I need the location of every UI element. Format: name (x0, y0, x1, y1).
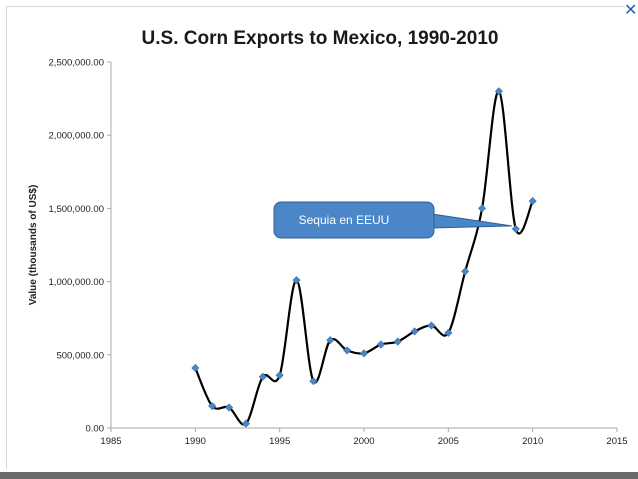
data-point (511, 224, 520, 233)
data-point (241, 419, 250, 428)
data-point (410, 327, 419, 336)
data-point (343, 346, 352, 355)
callout-box (273, 201, 435, 239)
data-point (275, 371, 284, 380)
data-point (359, 349, 369, 358)
data-point (309, 377, 318, 386)
data-point (191, 363, 200, 373)
x-tick-label: 2015 (606, 436, 627, 447)
x-tick-label: 2005 (438, 436, 459, 447)
data-point (528, 197, 537, 206)
slide-frame (6, 6, 625, 469)
data-point (326, 336, 335, 345)
data-point (258, 372, 267, 381)
series-line (194, 90, 534, 426)
data-point (393, 337, 402, 346)
data-point (292, 276, 301, 285)
x-tick-label: 1995 (269, 436, 290, 447)
data-point (225, 403, 234, 412)
series-group (191, 87, 537, 428)
data-point (444, 328, 453, 337)
y-tick-label: 2,000,000.00 (49, 131, 104, 142)
data-point (376, 340, 385, 349)
x-tick-label: 1985 (100, 436, 121, 447)
data-point (478, 204, 487, 213)
data-point (427, 321, 436, 330)
bottom-strip (0, 472, 638, 479)
y-tick-label: 0.00 (86, 424, 105, 435)
callout-label: Sequia en EEUU (299, 213, 390, 227)
y-axis-ticks: 0.00 500,000.00 1,000,000.00 1,500,000.00 2,… (49, 58, 111, 435)
x-axis-ticks: 1985 1990 1995 2000 2005 2010 2015 (100, 428, 628, 447)
data-point (208, 402, 217, 411)
callout-pointer (431, 213, 512, 229)
data-point (494, 87, 503, 96)
chart-title: U.S. Corn Exports to Mexico, 1990-2010 (142, 28, 499, 49)
x-tick-label: 2010 (522, 436, 543, 447)
y-tick-label: 500,000.00 (56, 350, 104, 361)
y-tick-label: 2,500,000.00 (49, 58, 104, 69)
x-tick-label: 2000 (353, 436, 374, 447)
close-icon[interactable]: ✕ (624, 0, 638, 19)
y-axis-label: Value (thousands of US$) (28, 185, 39, 306)
data-point (461, 267, 470, 276)
y-tick-label: 1,000,000.00 (49, 277, 104, 288)
x-tick-label: 1990 (185, 436, 206, 447)
y-tick-label: 1,500,000.00 (49, 204, 104, 215)
annotation-group: Sequia en EEUU (273, 201, 512, 239)
